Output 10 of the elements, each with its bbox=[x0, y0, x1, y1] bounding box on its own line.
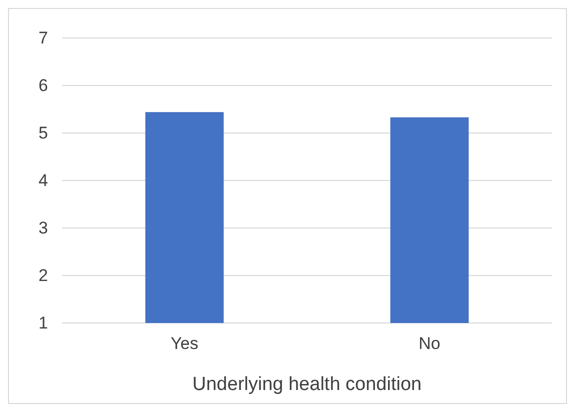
y-tick-label: 7 bbox=[38, 28, 48, 48]
y-tick-label: 6 bbox=[38, 76, 48, 95]
x-tick-label: Yes bbox=[170, 334, 198, 354]
y-tick-label: 4 bbox=[38, 170, 48, 190]
y-tick-label: 1 bbox=[38, 313, 48, 332]
x-tick-label: No bbox=[418, 334, 440, 354]
y-tick-label: 5 bbox=[38, 123, 48, 142]
x-axis-title: Underlying health condition bbox=[192, 374, 422, 395]
y-tick-label: 2 bbox=[38, 266, 48, 285]
y-tick-label: 3 bbox=[38, 218, 48, 238]
